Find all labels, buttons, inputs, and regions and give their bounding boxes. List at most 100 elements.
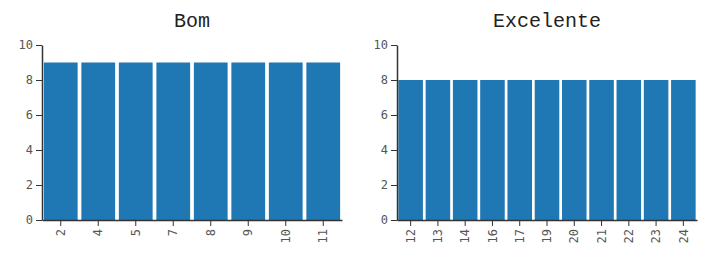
tick-label: 17	[513, 229, 527, 243]
tick-label: 2	[381, 178, 388, 192]
bar	[589, 80, 614, 220]
bar	[426, 80, 451, 220]
tick-label: 16	[486, 229, 500, 243]
tick-label: 10	[374, 38, 388, 52]
bar	[44, 63, 78, 221]
bar	[535, 80, 560, 220]
bar	[156, 63, 190, 221]
bar	[119, 63, 153, 221]
axis-line	[397, 46, 399, 221]
tick-label: 19	[540, 229, 554, 243]
tick-label: 4	[381, 143, 388, 157]
tick-label: 10	[279, 229, 293, 243]
x-tick: 10	[279, 220, 293, 243]
y-tick: 10	[374, 38, 397, 52]
y-axis: 0246810	[19, 38, 43, 227]
tick-mark	[36, 220, 42, 221]
x-tick: 23	[649, 220, 663, 243]
tick-mark	[391, 150, 397, 151]
x-tick: 24	[677, 220, 691, 243]
tick-label: 21	[595, 229, 609, 243]
tick-mark	[410, 220, 411, 226]
x-axis: 12 13 14 16 17 19 20 21 22 23 24	[398, 220, 698, 243]
tick-label: 23	[649, 229, 663, 243]
tick-mark	[547, 220, 548, 226]
tick-mark	[465, 220, 466, 226]
tick-mark	[391, 80, 397, 81]
bar	[306, 63, 340, 221]
tick-label: 2	[54, 229, 68, 236]
chart-panel: Bom02468102457891011	[19, 10, 343, 243]
y-tick: 6	[381, 108, 397, 122]
tick-mark	[248, 220, 249, 226]
bar	[269, 63, 303, 221]
tick-label: 10	[19, 38, 33, 52]
bar	[562, 80, 587, 220]
tick-label: 22	[622, 229, 636, 243]
tick-mark	[656, 220, 657, 226]
bar	[398, 80, 423, 220]
x-tick: 14	[458, 220, 472, 243]
tick-mark	[683, 220, 684, 226]
tick-mark	[601, 220, 602, 226]
tick-mark	[36, 80, 42, 81]
bars	[44, 63, 340, 221]
tick-label: 0	[381, 213, 388, 227]
x-tick: 7	[166, 220, 180, 236]
y-tick: 8	[26, 73, 42, 87]
tick-mark	[210, 220, 211, 226]
x-tick: 13	[431, 220, 445, 243]
tick-mark	[98, 220, 99, 226]
tick-label: 4	[91, 229, 105, 236]
x-axis: 2 4 5 7 8 9 10 11	[43, 220, 343, 243]
x-tick: 16	[486, 220, 500, 243]
tick-mark	[391, 185, 397, 186]
tick-mark	[135, 220, 136, 226]
tick-label: 14	[458, 229, 472, 243]
chart-title: Bom	[174, 10, 210, 33]
tick-label: 8	[26, 73, 33, 87]
tick-mark	[36, 150, 42, 151]
tick-mark	[391, 220, 397, 221]
x-tick: 11	[316, 220, 330, 243]
tick-mark	[173, 220, 174, 226]
axis-line	[42, 46, 44, 221]
tick-mark	[285, 220, 286, 226]
chart-panel: Excelente02468101213141617192021222324	[374, 10, 698, 243]
bar	[81, 63, 115, 221]
chart-title: Excelente	[493, 10, 601, 33]
tick-mark	[437, 220, 438, 226]
bar	[231, 63, 265, 221]
x-tick: 21	[595, 220, 609, 243]
tick-mark	[492, 220, 493, 226]
y-tick: 2	[381, 178, 397, 192]
tick-label: 9	[241, 229, 255, 236]
tick-label: 12	[404, 229, 418, 243]
x-tick: 5	[129, 220, 143, 236]
y-tick: 2	[26, 178, 42, 192]
tick-mark	[36, 45, 42, 46]
bar	[194, 63, 228, 221]
bar	[480, 80, 505, 220]
tick-label: 6	[381, 108, 388, 122]
tick-label: 7	[166, 229, 180, 236]
tick-mark	[628, 220, 629, 226]
tick-label: 11	[316, 229, 330, 243]
y-axis: 0 2 4 6 8 10	[374, 38, 398, 227]
tick-mark	[36, 115, 42, 116]
tick-mark	[391, 45, 397, 46]
tick-label: 8	[204, 229, 218, 236]
y-tick: 0	[381, 213, 397, 227]
tick-mark	[391, 115, 397, 116]
x-tick: 12	[404, 220, 418, 243]
axis-line	[43, 220, 343, 222]
y-tick: 6	[26, 108, 42, 122]
y-tick: 10	[19, 38, 42, 52]
y-tick: 4	[26, 143, 42, 157]
y-tick: 8	[381, 73, 397, 87]
tick-label: 20	[567, 229, 581, 243]
tick-label: 4	[26, 143, 33, 157]
tick-mark	[36, 185, 42, 186]
bar	[671, 80, 696, 220]
x-tick: 19	[540, 220, 554, 243]
